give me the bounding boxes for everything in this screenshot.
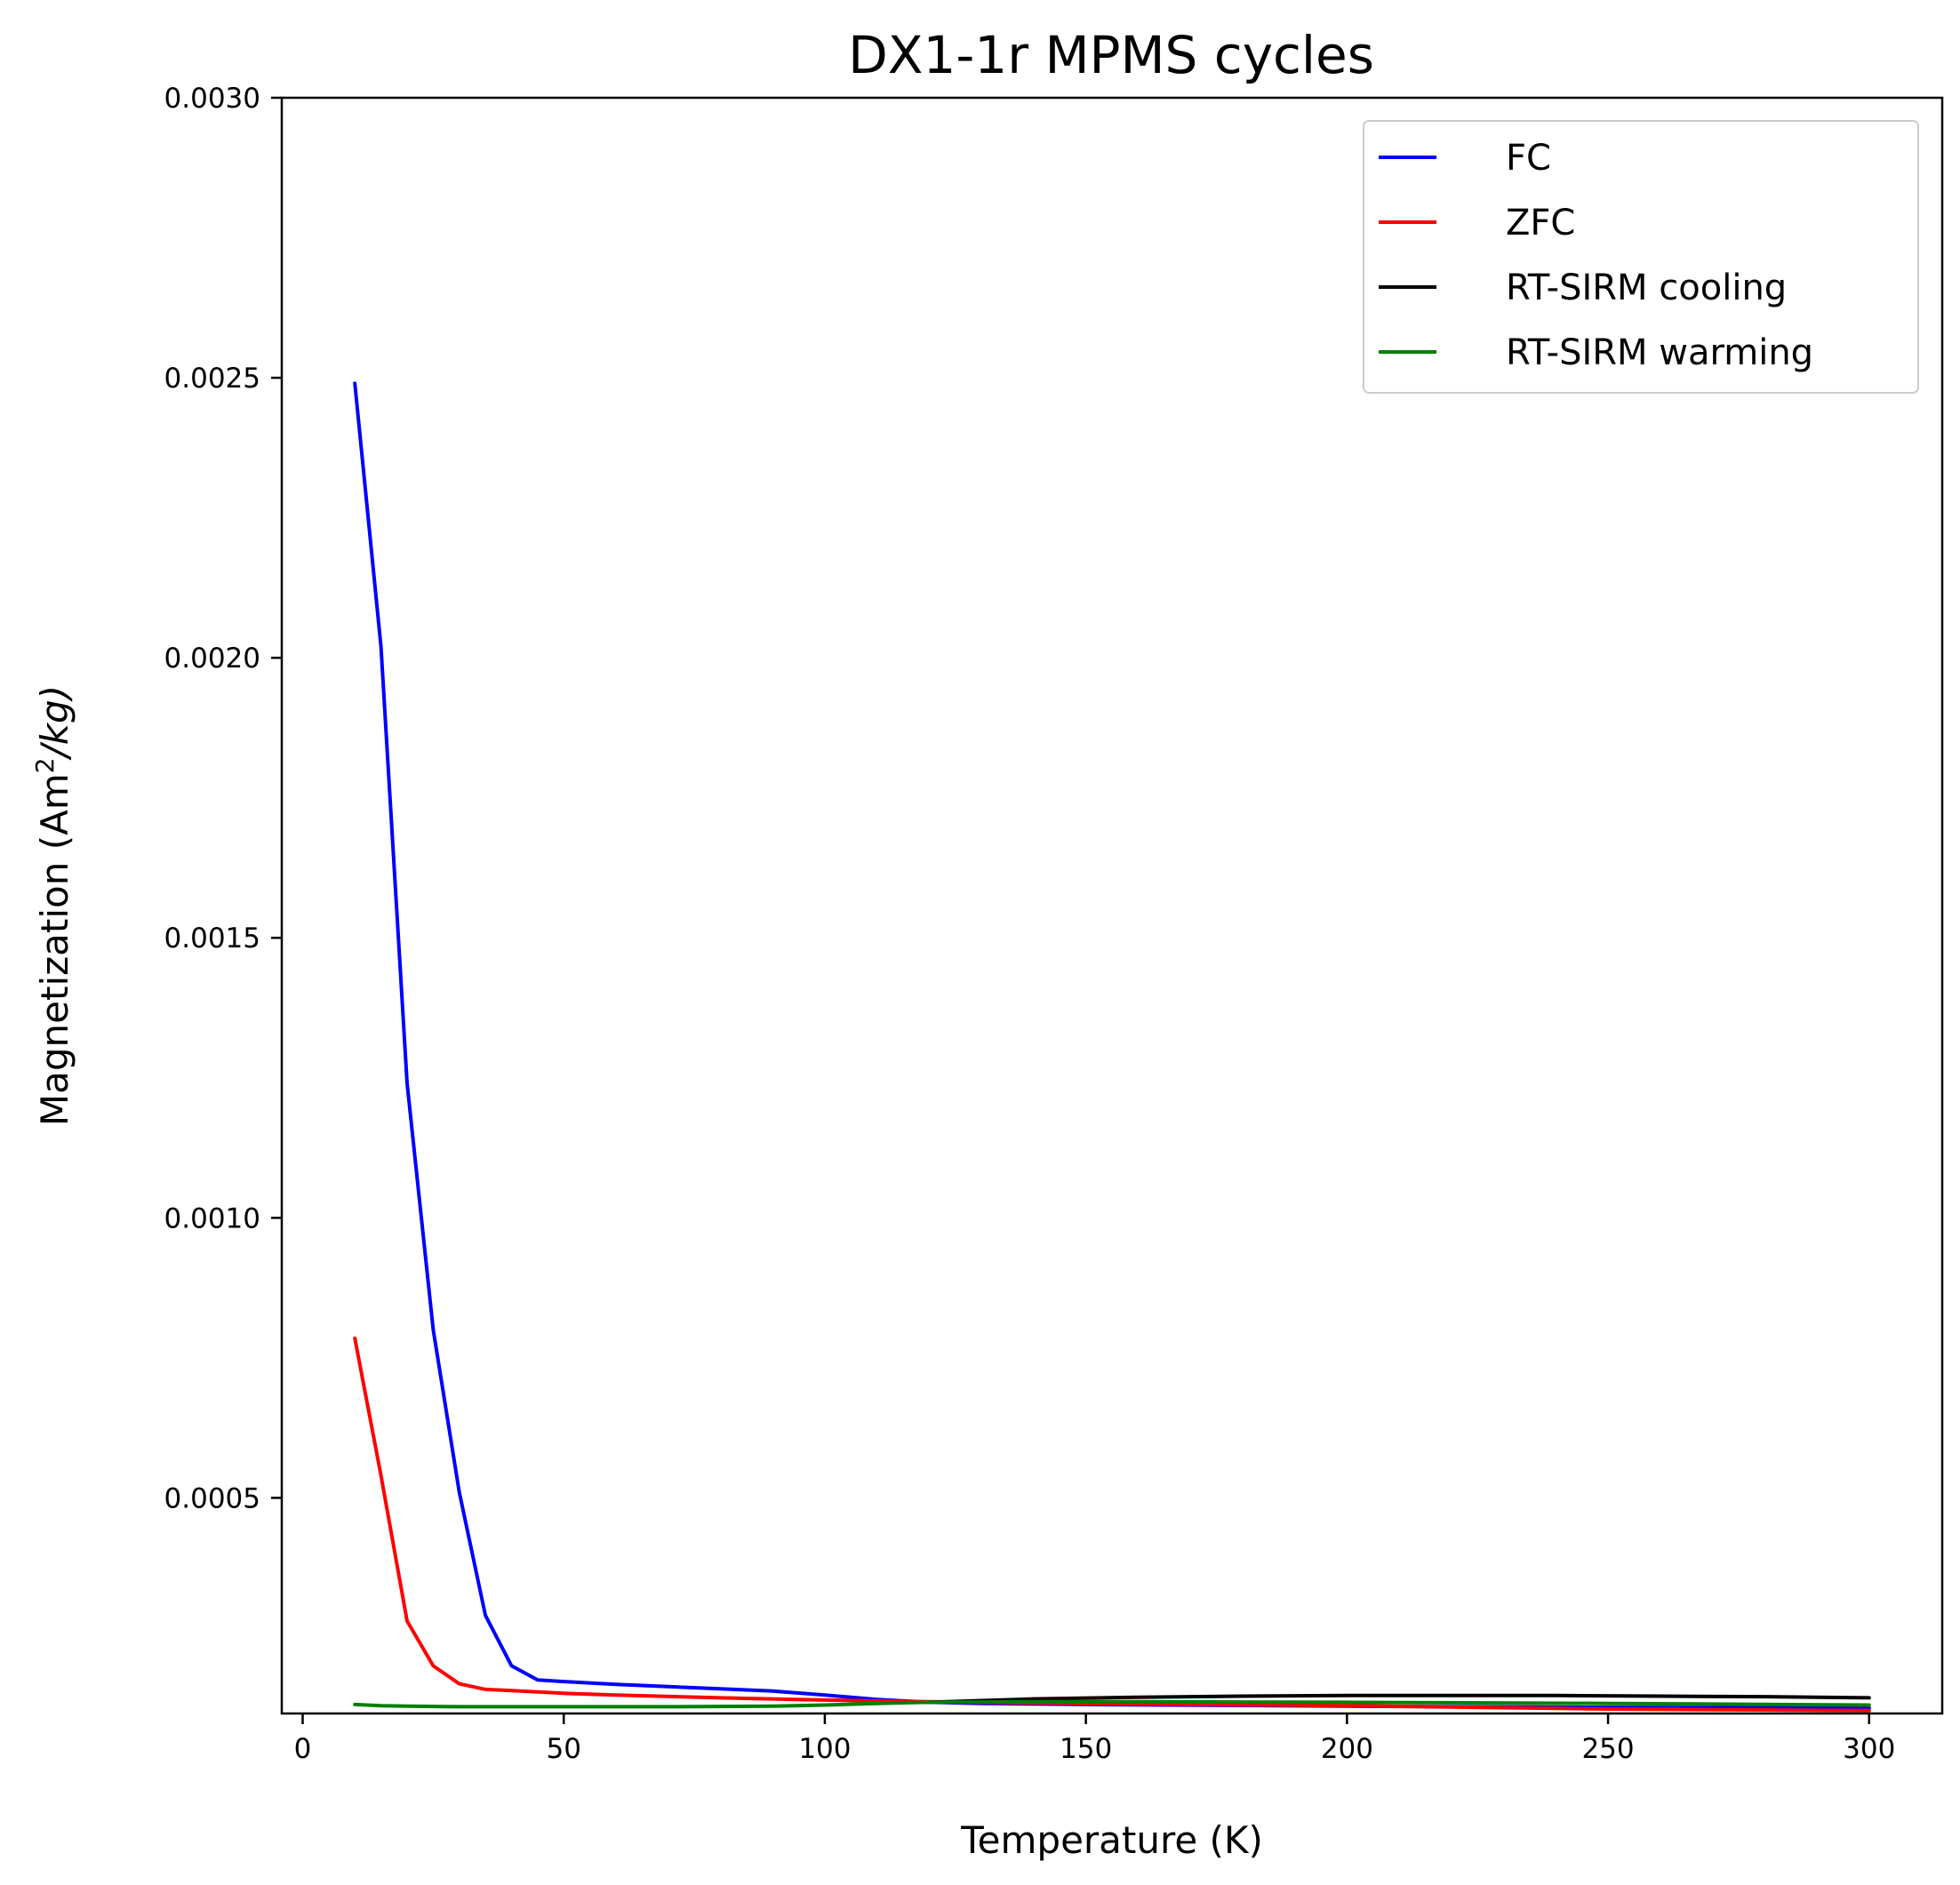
x-tick-label: 200 bbox=[1321, 1733, 1373, 1765]
y-tick-label: 0.0025 bbox=[164, 363, 260, 395]
y-axis-label-superscript: 2 bbox=[30, 757, 60, 773]
x-tick-label: 250 bbox=[1581, 1733, 1634, 1765]
y-axis-label-suffix: /kg) bbox=[33, 685, 76, 762]
y-tick-label: 0.0010 bbox=[164, 1202, 260, 1234]
legend-label: FC bbox=[1506, 138, 1551, 179]
y-axis-label: Magnetization (Am2/kg) bbox=[30, 685, 76, 1126]
y-tick-label: 0.0015 bbox=[164, 923, 260, 954]
x-tick-label: 0 bbox=[294, 1733, 312, 1765]
y-tick-label: 0.0005 bbox=[164, 1482, 260, 1514]
x-tick-label: 150 bbox=[1060, 1733, 1112, 1765]
legend: FC ZFC RT-SIRM cooling RT-SIRM warming bbox=[1364, 121, 1918, 393]
legend-label: RT-SIRM cooling bbox=[1506, 268, 1787, 308]
y-tick-label: 0.0020 bbox=[164, 643, 260, 675]
y-tick-label: 0.0030 bbox=[164, 83, 260, 115]
legend-label: RT-SIRM warming bbox=[1506, 332, 1813, 373]
chart-title: DX1-1r MPMS cycles bbox=[848, 25, 1374, 85]
y-axis-label-prefix: Magnetization (Am bbox=[33, 773, 76, 1126]
x-tick-label: 300 bbox=[1843, 1733, 1895, 1765]
legend-label: ZFC bbox=[1506, 203, 1575, 244]
x-tick-label: 100 bbox=[798, 1733, 851, 1765]
x-axis-label: Temperature (K) bbox=[960, 1818, 1263, 1862]
x-tick-label: 50 bbox=[546, 1733, 580, 1765]
